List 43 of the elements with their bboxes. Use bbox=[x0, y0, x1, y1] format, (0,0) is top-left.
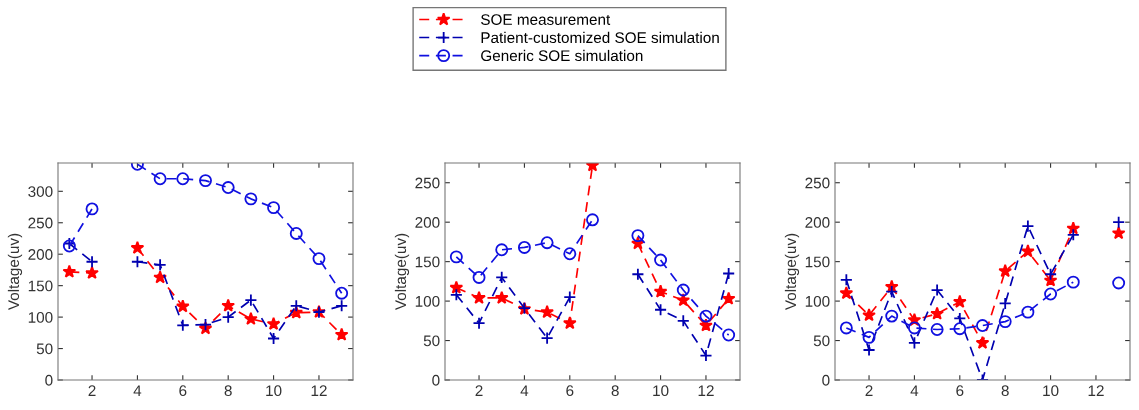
x-tick-label: 8 bbox=[1001, 385, 1009, 397]
x-tick-label: 12 bbox=[1088, 385, 1104, 396]
y-tick-label: 300 bbox=[28, 186, 53, 197]
y-tick-label: 250 bbox=[805, 177, 830, 189]
y-tick-label: 250 bbox=[28, 217, 53, 229]
y-tick-label: 150 bbox=[415, 256, 440, 268]
x-tick-label: 10 bbox=[1043, 385, 1059, 397]
y-tick-label: 200 bbox=[28, 249, 53, 260]
x-tick-label: 12 bbox=[698, 385, 714, 396]
x-tick-label: 2 bbox=[475, 385, 483, 396]
legend-label: SOE measurement bbox=[481, 14, 611, 25]
x-tick-label: 6 bbox=[179, 385, 187, 397]
y-tick-label: 200 bbox=[805, 217, 830, 228]
x-tick-label: 4 bbox=[520, 385, 529, 396]
y-axis-title: Voltage(uv) bbox=[784, 233, 800, 311]
x-tick-label: 8 bbox=[224, 385, 232, 397]
x-tick-label: 4 bbox=[910, 385, 919, 396]
x-tick-label: 6 bbox=[956, 385, 964, 397]
x-tick-label: 12 bbox=[311, 385, 327, 396]
y-tick-label: 100 bbox=[805, 295, 830, 307]
x-tick-label: 10 bbox=[266, 385, 282, 397]
y-tick-label: 100 bbox=[28, 311, 53, 323]
y-axis-title: Voltage(uv) bbox=[394, 233, 410, 311]
y-tick-label: 50 bbox=[36, 343, 53, 355]
legend-label: Generic SOE simulation bbox=[481, 49, 643, 62]
x-tick-label: 6 bbox=[566, 385, 574, 397]
y-tick-label: 50 bbox=[423, 335, 440, 347]
x-tick-label: 10 bbox=[653, 385, 669, 397]
x-tick-label: 2 bbox=[88, 385, 96, 396]
y-tick-label: 200 bbox=[415, 217, 440, 228]
y-tick-label: 100 bbox=[415, 295, 440, 307]
y-tick-label: 0 bbox=[432, 374, 440, 386]
x-tick-label: 4 bbox=[133, 385, 142, 396]
x-tick-label: 2 bbox=[865, 385, 873, 396]
y-tick-label: 0 bbox=[822, 374, 830, 386]
y-tick-label: 250 bbox=[415, 177, 440, 189]
y-axis-title: Voltage(uv) bbox=[7, 233, 23, 311]
y-tick-label: 0 bbox=[45, 374, 53, 386]
x-tick-label: 8 bbox=[611, 385, 619, 397]
legend-label: Patient-customized SOE simulation bbox=[481, 31, 719, 44]
y-tick-label: 150 bbox=[28, 280, 53, 292]
y-tick-label: 50 bbox=[813, 335, 830, 347]
y-tick-label: 150 bbox=[805, 256, 830, 268]
